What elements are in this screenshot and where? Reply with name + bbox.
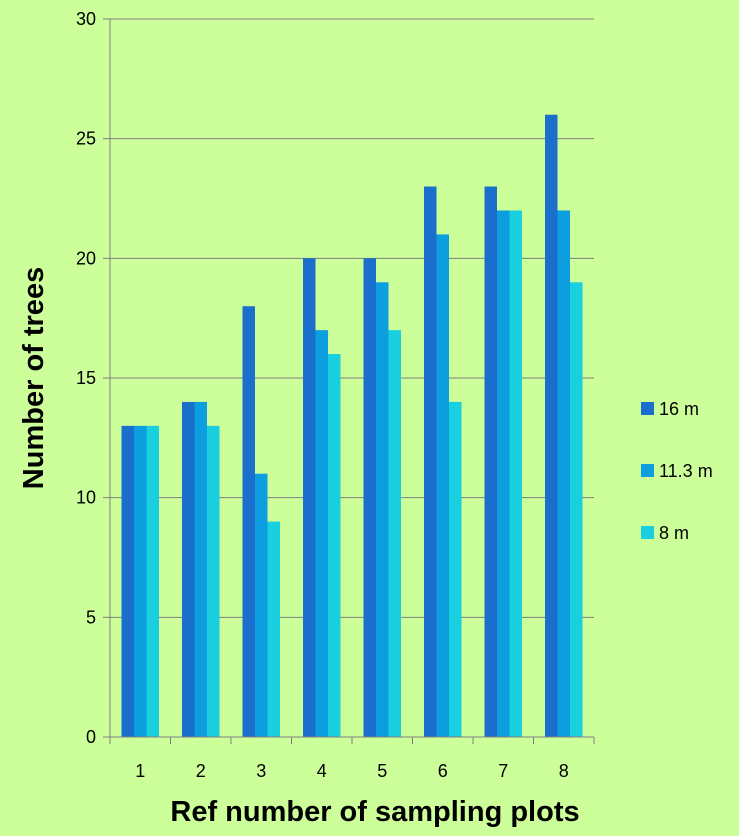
x-tick-label: 5 — [377, 761, 387, 781]
bar — [436, 234, 449, 737]
x-tick-label: 3 — [256, 761, 266, 781]
bar — [557, 210, 570, 737]
y-tick-label: 25 — [76, 129, 96, 149]
y-tick-label: 20 — [76, 248, 96, 268]
bar — [449, 401, 462, 737]
legend-label: 11.3 m — [659, 461, 713, 481]
bar — [484, 186, 497, 738]
bar — [267, 521, 280, 737]
y-tick-label: 0 — [86, 727, 96, 747]
legend: 16 m 11.3 m 8 m — [641, 399, 713, 543]
bar — [207, 425, 220, 737]
bar — [146, 425, 159, 737]
legend-swatch — [641, 526, 654, 539]
y-tick-label: 5 — [86, 607, 96, 627]
bar — [182, 401, 195, 737]
x-tick-label: 4 — [317, 761, 327, 781]
x-tick-label: 7 — [498, 761, 508, 781]
bar — [242, 306, 255, 737]
bar — [497, 210, 510, 737]
legend-swatch — [641, 464, 654, 477]
bar — [315, 330, 328, 737]
bar — [255, 473, 268, 737]
bar — [303, 258, 316, 737]
x-axis-title: Ref number of sampling plots — [170, 796, 579, 828]
legend-label: 8 m — [659, 523, 689, 543]
bar — [363, 258, 376, 737]
legend-swatch — [641, 402, 654, 415]
bar — [134, 425, 147, 737]
bar — [509, 210, 522, 737]
bar — [545, 114, 558, 737]
bars — [121, 114, 583, 738]
bar — [388, 330, 401, 737]
x-tick-label: 6 — [438, 761, 448, 781]
y-axis-title: Number of trees — [18, 267, 50, 489]
x-tick-label: 1 — [135, 761, 145, 781]
x-tick-label: 2 — [196, 761, 206, 781]
bar — [424, 186, 437, 738]
y-tick-label: 15 — [76, 368, 96, 388]
x-tick-label: 8 — [559, 761, 569, 781]
bar — [328, 354, 341, 737]
y-tick-label: 30 — [76, 9, 96, 29]
tick-labels: 0 5 10 15 20 25 30 1 2 3 4 5 6 7 8 — [76, 9, 569, 781]
bar — [376, 282, 389, 737]
bar — [121, 425, 134, 737]
axes — [103, 18, 595, 744]
y-tick-label: 10 — [76, 488, 96, 508]
bar — [570, 282, 583, 737]
bar — [194, 401, 207, 737]
legend-label: 16 m — [659, 399, 699, 419]
